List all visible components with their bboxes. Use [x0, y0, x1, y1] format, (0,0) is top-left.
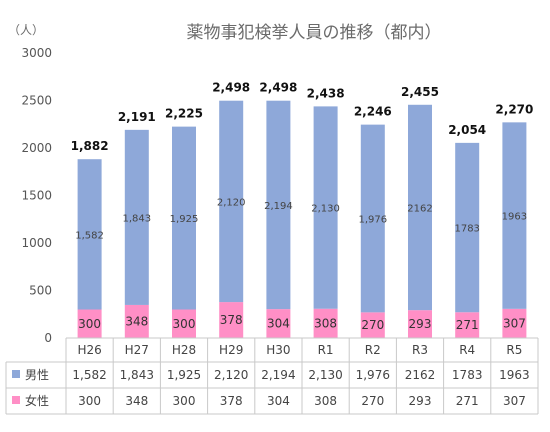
male-value-label: 2,194 [264, 201, 293, 212]
female-value-label: 270 [361, 318, 384, 332]
table-cell: 293 [409, 394, 432, 408]
table-cell: 2,120 [214, 368, 248, 382]
table-cell: 2,130 [308, 368, 342, 382]
female-value-label: 308 [314, 316, 337, 330]
female-value-label: 300 [173, 317, 196, 331]
total-value-label: 2,054 [448, 123, 486, 137]
table-cell: 300 [173, 394, 196, 408]
bar-female [502, 308, 527, 338]
legend-swatch [12, 396, 20, 404]
female-value-label: 271 [456, 318, 479, 332]
legend-label: 女性 [25, 393, 49, 408]
table-cell: 304 [267, 394, 290, 408]
category-label: H26 [77, 343, 101, 357]
category-label: H29 [219, 343, 243, 357]
bar-male [124, 129, 149, 305]
table-cell: 1,925 [167, 368, 201, 382]
category-label: H30 [266, 343, 290, 357]
bar-male [219, 100, 244, 303]
table-cell: 2162 [405, 368, 436, 382]
bar-male [360, 124, 385, 313]
table-cell: 308 [314, 394, 337, 408]
female-value-label: 378 [220, 313, 243, 327]
male-value-label: 2,120 [217, 197, 246, 208]
male-value-label: 2,130 [311, 204, 340, 215]
total-value-label: 2,270 [495, 102, 533, 116]
bar-male [408, 104, 432, 311]
male-value-label: 1,582 [75, 230, 104, 241]
bar-male [313, 106, 338, 309]
category-label: R2 [365, 343, 381, 357]
y-tick-label: 1500 [21, 189, 52, 203]
y-tick-label: 2000 [21, 141, 52, 155]
category-label: R1 [318, 343, 334, 357]
y-tick-label: 500 [29, 284, 52, 298]
table-cell: 1,976 [356, 368, 390, 382]
y-tick-label: 1000 [21, 236, 52, 250]
female-value-label: 348 [125, 314, 148, 328]
bar-female [124, 304, 149, 338]
table-cell: 300 [78, 394, 101, 408]
bar-female [313, 308, 338, 338]
y-tick-label: 0 [44, 331, 52, 345]
table-cell: 1,582 [72, 368, 106, 382]
male-value-label: 1,925 [170, 214, 199, 225]
male-value-label: 1963 [502, 212, 527, 223]
bar-female [77, 309, 102, 338]
y-tick-label: 3000 [21, 46, 52, 60]
female-value-label: 293 [409, 317, 432, 331]
male-value-label: 1,976 [358, 214, 387, 225]
total-value-label: 2,455 [401, 85, 439, 99]
total-value-label: 2,246 [354, 105, 392, 119]
female-value-label: 304 [267, 317, 290, 331]
bar-female [172, 309, 196, 338]
table-cell: 1963 [499, 368, 530, 382]
table-cell: 2,194 [261, 368, 295, 382]
bar-female [408, 310, 432, 338]
bar-female [219, 302, 244, 338]
female-value-label: 300 [78, 317, 101, 331]
table-cell: 307 [503, 394, 526, 408]
male-value-label: 1783 [454, 224, 479, 235]
table-cell: 270 [361, 394, 384, 408]
legend-swatch [12, 370, 20, 378]
table-cell: 378 [220, 394, 243, 408]
category-label: R5 [506, 343, 522, 357]
table-cell: 1783 [452, 368, 483, 382]
bar-female [360, 312, 385, 338]
total-value-label: 2,498 [212, 81, 250, 95]
table-cell: 271 [456, 394, 479, 408]
bar-male [266, 100, 291, 310]
bar-female [455, 312, 480, 338]
data-table: H26 H27 H28 H29 H30 R1 R2 R3 R4 R5 男性 1,582 1,843 1,9… [5, 337, 539, 415]
bar-male [502, 122, 527, 309]
y-unit-label: （人） [8, 23, 44, 37]
female-value-label: 307 [503, 316, 526, 330]
total-value-label: 1,882 [71, 139, 109, 153]
legend-label: 男性 [25, 368, 49, 382]
total-value-label: 2,225 [165, 107, 203, 121]
chart-title: 薬物事犯検挙人員の推移（都内） [187, 23, 442, 43]
table-cell: 348 [125, 394, 148, 408]
male-value-label: 1,843 [122, 213, 151, 224]
bar-female [266, 309, 291, 338]
plot-area: 0 500 1000 1500 2000 2500 3000 1,582 300 1,882 1,8… [21, 46, 533, 345]
male-value-label: 2162 [407, 203, 432, 214]
category-label: R4 [459, 343, 475, 357]
y-tick-label: 2500 [21, 94, 52, 108]
total-value-label: 2,498 [259, 81, 297, 95]
table-cell: 1,843 [120, 368, 154, 382]
total-value-label: 2,191 [118, 110, 156, 124]
bar-male [455, 142, 480, 313]
category-label: R3 [412, 343, 428, 357]
category-label: H28 [172, 343, 196, 357]
total-value-label: 2,438 [307, 86, 345, 100]
bar-male [77, 159, 102, 310]
bar-male [172, 126, 196, 310]
category-label: H27 [125, 343, 149, 357]
